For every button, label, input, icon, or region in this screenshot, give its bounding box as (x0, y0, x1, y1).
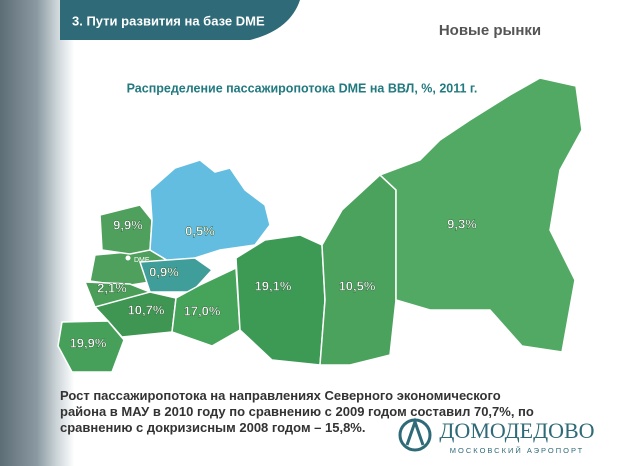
value-label: 10,7% (128, 302, 165, 317)
section-title: 3. Пути развития на базе DME (72, 13, 265, 28)
value-label: 10,5% (339, 278, 376, 293)
chart-title: Распределение пассажиропотока DME на ВВЛ… (127, 81, 478, 95)
dme-label: DME (134, 257, 150, 264)
logo-subtitle: МОСКОВСКИЙ АЭРОПОРТ (450, 446, 584, 455)
header-band (60, 0, 300, 40)
value-label: 0,5% (185, 223, 215, 238)
value-label: 19,9% (70, 335, 107, 350)
value-label: 2,1% (97, 280, 127, 295)
logo: ДОМОДЕДОВО МОСКОВСКИЙ АЭРОПОРТ (398, 417, 595, 455)
value-label: 0,9% (149, 264, 179, 279)
region (57, 320, 125, 373)
region (235, 234, 326, 366)
value-label: 19,1% (255, 278, 292, 293)
logo-name: ДОМОДЕДОВО (439, 418, 594, 443)
region (319, 173, 397, 366)
value-label: 9,9% (113, 217, 143, 232)
topic-title: Новые рынки (439, 22, 541, 39)
body-text: Рост пассажиропотока на направлениях Сев… (60, 388, 534, 435)
region (378, 77, 583, 353)
map: DME 9,9% 0,5% 0,9% 2,1%10,7% 17,0% 19,1% 10,5% 9… (57, 77, 583, 373)
value-label: 9,3% (447, 216, 477, 231)
logo-emblem-mark (405, 417, 425, 446)
value-label: 17,0% (184, 303, 221, 318)
dme-marker (125, 255, 131, 261)
region (138, 257, 214, 293)
region (149, 159, 271, 263)
